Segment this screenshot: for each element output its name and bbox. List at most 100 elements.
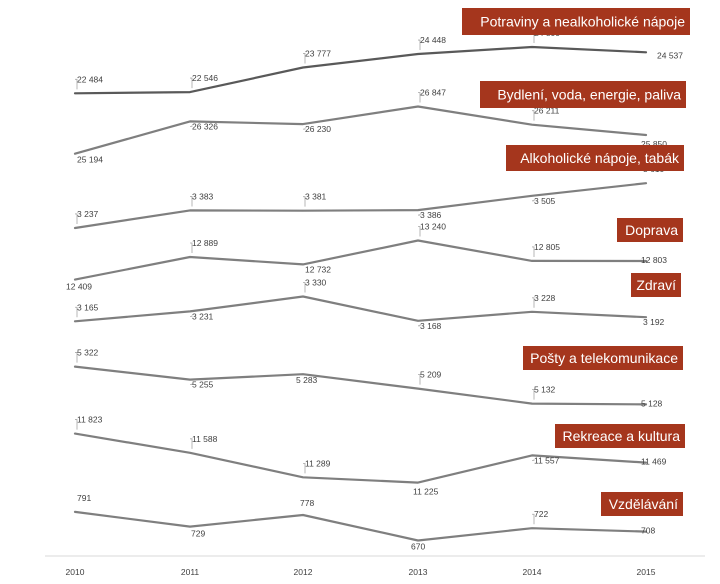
data-label: 12 889 xyxy=(192,238,218,248)
series-group: 3 165 3 231 3 330 3 168 3 228 3 192 Zdraví xyxy=(73,273,681,331)
series-label-box xyxy=(617,218,683,242)
data-label: 3 228 xyxy=(534,293,556,303)
series-label-box xyxy=(555,424,685,448)
data-label: 5 283 xyxy=(296,375,318,385)
data-label: 22 484 xyxy=(77,74,103,84)
label-leader xyxy=(532,459,535,461)
label-leader xyxy=(418,92,421,103)
label-leader xyxy=(532,513,535,525)
data-label: 791 xyxy=(77,493,91,503)
label-leader xyxy=(418,214,421,216)
data-label: 13 240 xyxy=(420,221,446,231)
label-leader xyxy=(190,125,193,127)
data-label: 3 505 xyxy=(534,196,556,206)
x-tick-label: 2015 xyxy=(637,567,656,577)
data-label: 3 381 xyxy=(305,192,327,202)
series-group: 5 322 5 255 5 283 5 209 5 132 5 128 Pošty a te… xyxy=(73,346,683,408)
data-label: 3 168 xyxy=(420,321,442,331)
series-label-box xyxy=(480,81,686,108)
series-label: Bydlení, voda, energie, paliva xyxy=(497,87,681,103)
data-label: 24 448 xyxy=(420,35,446,45)
data-label: 11 225 xyxy=(413,487,439,497)
label-leader xyxy=(190,315,193,317)
label-leader xyxy=(418,374,421,385)
data-label: 25 194 xyxy=(77,155,103,165)
series-group: 791 729 778 670 722 708 Vzdělávání xyxy=(73,492,683,552)
data-label: 11 823 xyxy=(77,415,103,425)
label-leader xyxy=(75,419,78,430)
data-label: 22 546 xyxy=(192,73,218,83)
label-leader xyxy=(303,462,306,474)
label-leader xyxy=(190,383,193,386)
label-leader xyxy=(75,306,78,318)
label-leader xyxy=(418,226,421,237)
series-line xyxy=(73,365,648,406)
series-label-box xyxy=(631,273,681,297)
series-label: Vzdělávání xyxy=(609,496,678,512)
series-label: Zdraví xyxy=(636,277,676,293)
label-leader xyxy=(75,78,78,90)
label-leader xyxy=(532,389,535,400)
data-label: 3 330 xyxy=(305,278,327,288)
data-label: 11 557 xyxy=(534,455,560,465)
label-leader xyxy=(532,297,535,308)
series-line xyxy=(73,239,648,281)
data-label: 778 xyxy=(300,498,314,508)
series-label: Alkoholické nápoje, tabák xyxy=(520,150,680,166)
data-label: 25 850 xyxy=(641,139,667,149)
data-label: 5 209 xyxy=(420,370,442,380)
label-leader xyxy=(532,110,535,121)
label-leader xyxy=(75,352,78,363)
series-line xyxy=(73,510,648,542)
label-leader xyxy=(303,282,306,293)
series-line xyxy=(73,45,648,95)
label-leader xyxy=(303,53,306,64)
series-label-box xyxy=(462,8,690,35)
x-tick-label: 2011 xyxy=(181,567,200,577)
series-line xyxy=(73,105,648,155)
series-group: 12 409 12 889 12 732 13 240 12 805 12 803 Dopr… xyxy=(66,218,683,292)
series-line xyxy=(73,432,648,484)
data-label: 5 322 xyxy=(77,348,99,358)
label-leader xyxy=(190,77,193,89)
data-label: 3 386 xyxy=(420,210,442,220)
data-label: 12 805 xyxy=(534,242,560,252)
x-tick-label: 2013 xyxy=(409,567,428,577)
data-label: 12 803 xyxy=(641,255,667,265)
series-label-box xyxy=(601,492,683,516)
data-label: 26 211 xyxy=(534,106,560,116)
data-label: 12 732 xyxy=(305,264,331,274)
label-leader xyxy=(190,196,193,207)
label-leader xyxy=(418,324,421,327)
data-label: 11 588 xyxy=(192,434,218,444)
data-label: 3 231 xyxy=(192,311,214,321)
data-label: 26 326 xyxy=(192,121,218,131)
series-label: Doprava xyxy=(625,222,678,238)
data-label: 23 777 xyxy=(305,48,331,58)
x-tick-label: 2010 xyxy=(66,567,85,577)
series-label-box xyxy=(523,346,683,370)
data-label: 12 409 xyxy=(66,282,92,292)
x-tick-label: 2012 xyxy=(294,567,313,577)
data-label: 11 289 xyxy=(305,458,331,468)
data-label: 5 255 xyxy=(192,380,214,390)
series-line xyxy=(73,182,648,230)
data-label: 5 128 xyxy=(641,398,663,408)
label-leader xyxy=(190,242,193,253)
series-label: Pošty a telekomunikace xyxy=(530,350,678,366)
data-label: 708 xyxy=(641,526,655,536)
data-label: 3 192 xyxy=(643,317,665,327)
data-label: 26 847 xyxy=(420,88,446,98)
data-label: 722 xyxy=(534,509,548,519)
label-leader xyxy=(532,246,535,257)
label-leader xyxy=(303,196,306,207)
label-leader xyxy=(532,199,535,202)
data-label: 5 132 xyxy=(534,385,556,395)
label-leader xyxy=(418,39,421,51)
series-line xyxy=(73,295,648,323)
series-group: 25 194 26 326 26 230 26 847 26 211 25 850 Bydl… xyxy=(73,81,686,165)
series-label-box xyxy=(506,145,684,171)
data-label: 670 xyxy=(411,542,425,552)
